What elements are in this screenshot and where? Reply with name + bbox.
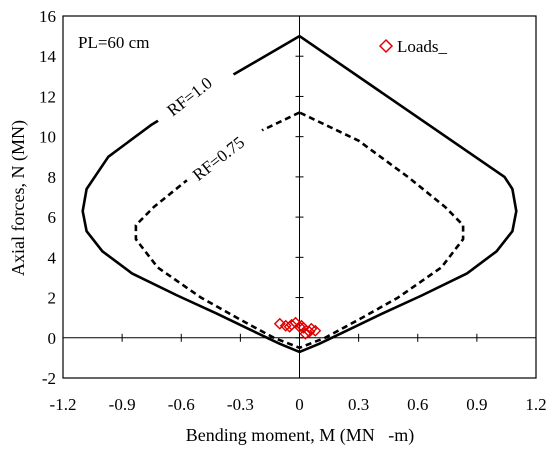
- y-tick-label: 8: [48, 168, 57, 187]
- x-tick-label: -0.3: [227, 395, 254, 414]
- curve-rf-0-75: [134, 111, 465, 350]
- load-point-marker: [309, 324, 322, 337]
- y-tick-label: 0: [48, 329, 57, 348]
- legend-label-loads: Loads_: [397, 37, 448, 56]
- legend: Loads_: [378, 37, 448, 56]
- curves-layer: [81, 34, 518, 354]
- load-point-marker: [273, 317, 286, 330]
- y-tick-label: 10: [39, 128, 56, 147]
- curve-rf-1-0: [81, 34, 518, 354]
- load-point-marker: [303, 325, 316, 338]
- y-tick-label: 16: [39, 7, 56, 26]
- y-axis-title: Axial forces, N (MN): [8, 120, 29, 276]
- y-tick-label: 6: [48, 208, 57, 227]
- rf-1-label-background: [150, 56, 237, 133]
- load-markers-layer: [273, 316, 322, 340]
- x-tick-label: 0.6: [407, 395, 428, 414]
- y-tick-label: 4: [48, 248, 57, 267]
- x-tick-label: -0.9: [109, 395, 136, 414]
- y-tick-label: 14: [39, 47, 57, 66]
- load-point-marker: [283, 320, 296, 333]
- x-tick-label: 1.2: [525, 395, 546, 414]
- x-tick-label: 0.9: [466, 395, 487, 414]
- load-point-marker: [279, 319, 292, 332]
- tick-labels-layer: -1.2 -0.9 -0.6 -0.3 0 0.3 0.6 0.9 1.2 -2 0 2 4 6 8 10 12…: [39, 7, 547, 414]
- y-tick-label: -2: [42, 369, 56, 388]
- load-point-marker: [295, 319, 308, 332]
- rf-075-label-background: [179, 115, 268, 194]
- y-tick-label: 2: [48, 289, 57, 308]
- x-tick-label: -0.6: [168, 395, 195, 414]
- x-axis-title: Bending moment, M (MN -m): [186, 425, 414, 446]
- x-tick-label: 0: [295, 395, 304, 414]
- x-tick-label: 0.3: [348, 395, 369, 414]
- legend-diamond-icon: [378, 38, 394, 54]
- y-tick-label: 12: [39, 87, 56, 106]
- annotation-pl: PL=60 cm: [78, 33, 149, 52]
- x-tick-label: -1.2: [50, 395, 77, 414]
